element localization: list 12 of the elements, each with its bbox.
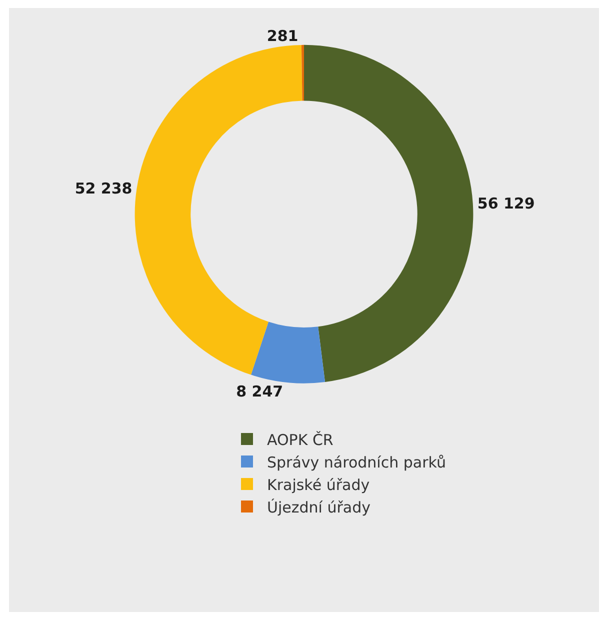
legend-label: Újezdní úřady [267,498,371,516]
donut-slice [134,44,302,375]
data-label: 281 [266,26,298,45]
donut-slice [250,322,326,384]
data-label: 52 238 [74,179,132,198]
legend-label: Správy národních parků [267,453,446,472]
data-label: 56 129 [477,194,535,213]
donut-slice [304,44,473,382]
donut-slice [301,44,304,101]
legend-label: AOPK ČR [267,430,334,449]
legend-label: Krajské úřady [267,476,370,494]
data-label: 8 247 [236,382,284,400]
